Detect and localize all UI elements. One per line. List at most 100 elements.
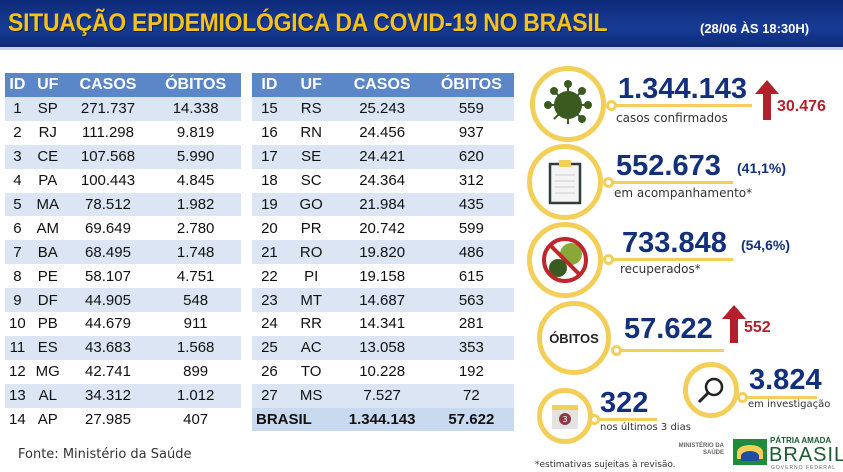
cell-id: 26: [261, 363, 278, 381]
col-uf: UF: [286, 73, 336, 97]
cell-id: 10: [9, 315, 26, 333]
cell-uf: AM: [36, 219, 60, 237]
cell-obitos: 937: [458, 124, 484, 142]
cell-uf: AL: [29, 383, 66, 408]
cell-casos: 69.649: [85, 219, 131, 237]
table-row: 22 PI 19.158 615: [252, 264, 514, 288]
cell-obitos: 599: [458, 219, 484, 237]
cell-obitos: 435: [428, 192, 514, 217]
calendar-number: 3: [562, 415, 567, 424]
connector-dot: [603, 177, 614, 188]
table-row: 18 SC 24.364 312: [252, 169, 514, 193]
table-row: 23 MT 14.687 563: [252, 288, 514, 313]
ministry-label: MINISTÉRIO DA SAÚDE: [678, 443, 724, 456]
confirmed-delta: 30.476: [777, 98, 826, 115]
cell-id: 27: [252, 383, 287, 408]
connector-dot: [589, 414, 600, 425]
cell-obitos: 1.568: [150, 335, 241, 360]
cell-casos: 107.568: [65, 144, 151, 169]
no-virus-icon: [542, 237, 588, 283]
confirmed-label: casos confirmados: [616, 111, 728, 125]
table-row: 10 PB 44.679 911: [5, 312, 241, 336]
cell-obitos: 407: [183, 411, 209, 429]
cell-obitos: 1.982: [150, 192, 241, 217]
connector-line: [616, 104, 752, 107]
cell-casos: 24.364: [359, 172, 406, 190]
cell-id: 18: [261, 172, 278, 190]
connector-line: [621, 349, 724, 352]
investigation-label: em investigação: [748, 399, 831, 410]
cell-uf: RJ: [38, 124, 57, 142]
estimate-note: *estimativas sujeitas à revisão.: [535, 460, 676, 470]
last3-label: nos últimos 3 dias: [600, 422, 691, 433]
confirmed-value: 1.344.143: [618, 73, 748, 105]
cell-obitos: 548: [150, 288, 241, 313]
cell-id: 15: [252, 97, 287, 121]
cell-obitos: 72: [428, 383, 514, 408]
cell-uf: MG: [35, 363, 60, 381]
magnifier-icon: [697, 377, 724, 404]
table-row: 26 TO 10.228 192: [252, 360, 514, 384]
cell-obitos: 486: [428, 240, 514, 265]
table-row: 15 RS 25.243 559: [252, 97, 514, 121]
connector-line: [613, 258, 733, 261]
cell-casos: 19.820: [335, 240, 429, 265]
recovered-ring: [527, 222, 603, 298]
brand-name: BRASIL: [769, 444, 843, 466]
connector-dot: [737, 392, 748, 403]
col-id: ID: [5, 73, 30, 97]
cell-casos: 13.058: [335, 335, 429, 360]
investigation-ring: [683, 362, 739, 418]
cell-uf: SC: [300, 172, 322, 190]
deaths-badge: ÓBITOS: [549, 330, 599, 346]
cell-id: 2: [13, 124, 22, 142]
total-row: BRASIL 1.344.143 57.622: [252, 407, 514, 432]
cell-casos: 25.243: [335, 97, 429, 121]
cell-id: 1: [5, 97, 30, 121]
table-row: 17 SE 24.421 620: [252, 144, 514, 169]
cell-obitos: 620: [428, 144, 514, 169]
col-uf: UF: [29, 73, 66, 97]
table-row: 21 RO 19.820 486: [252, 240, 514, 265]
monitoring-ring: [527, 144, 603, 220]
table-row: 11 ES 43.683 1.568: [5, 335, 241, 360]
brasil-logo: [733, 439, 767, 465]
table-row: 25 AC 13.058 353: [252, 335, 514, 360]
cell-obitos: 281: [458, 315, 484, 333]
cell-obitos: 4.845: [176, 172, 215, 190]
table-row: 4 PA 100.443 4.845: [5, 169, 241, 193]
cell-casos: 58.107: [85, 267, 131, 285]
cell-obitos: 559: [428, 97, 514, 121]
cell-casos: 271.737: [65, 97, 151, 121]
col-obitos: ÓBITOS: [150, 73, 241, 97]
cell-obitos: 4.751: [176, 267, 215, 285]
brand-top: PÁTRIA AMADA: [770, 436, 832, 445]
cell-uf: PI: [304, 267, 319, 285]
cell-id: 21: [252, 240, 287, 265]
arrow-up-icon: [722, 305, 746, 343]
cell-obitos: 192: [458, 363, 484, 381]
title-banner: SITUAÇÃO EPIDEMIOLÓGICA DA COVID-19 NO B…: [0, 0, 843, 50]
cell-casos: 42.741: [85, 363, 131, 381]
monitoring-pct: (41,1%): [737, 160, 787, 176]
cell-obitos: 312: [458, 172, 484, 190]
cell-obitos: 9.819: [176, 124, 215, 142]
cell-obitos: 5.990: [150, 144, 241, 169]
brand-sub: GOVERNO FEDERAL: [771, 465, 837, 471]
cell-uf: RO: [286, 240, 336, 265]
table-row: 1 SP 271.737 14.338: [5, 97, 241, 121]
cell-id: 13: [5, 383, 30, 408]
cell-id: 17: [252, 144, 287, 169]
clipboard-icon: [548, 160, 582, 205]
cell-uf: SP: [29, 97, 66, 121]
table-row: 27 MS 7.527 72: [252, 383, 514, 408]
cell-uf: RN: [300, 124, 323, 142]
table-row: 13 AL 34.312 1.012: [5, 383, 241, 408]
cell-uf: SE: [286, 144, 336, 169]
cell-uf: PR: [300, 219, 322, 237]
cell-id: 12: [9, 363, 26, 381]
cell-id: 24: [261, 315, 278, 333]
states-table-right: ID UF CASOS ÓBITOS 15 RS 25.243 559 16 RN 24.4…: [252, 73, 514, 432]
cell-casos: 44.679: [85, 315, 131, 333]
cell-uf: MS: [286, 383, 336, 408]
